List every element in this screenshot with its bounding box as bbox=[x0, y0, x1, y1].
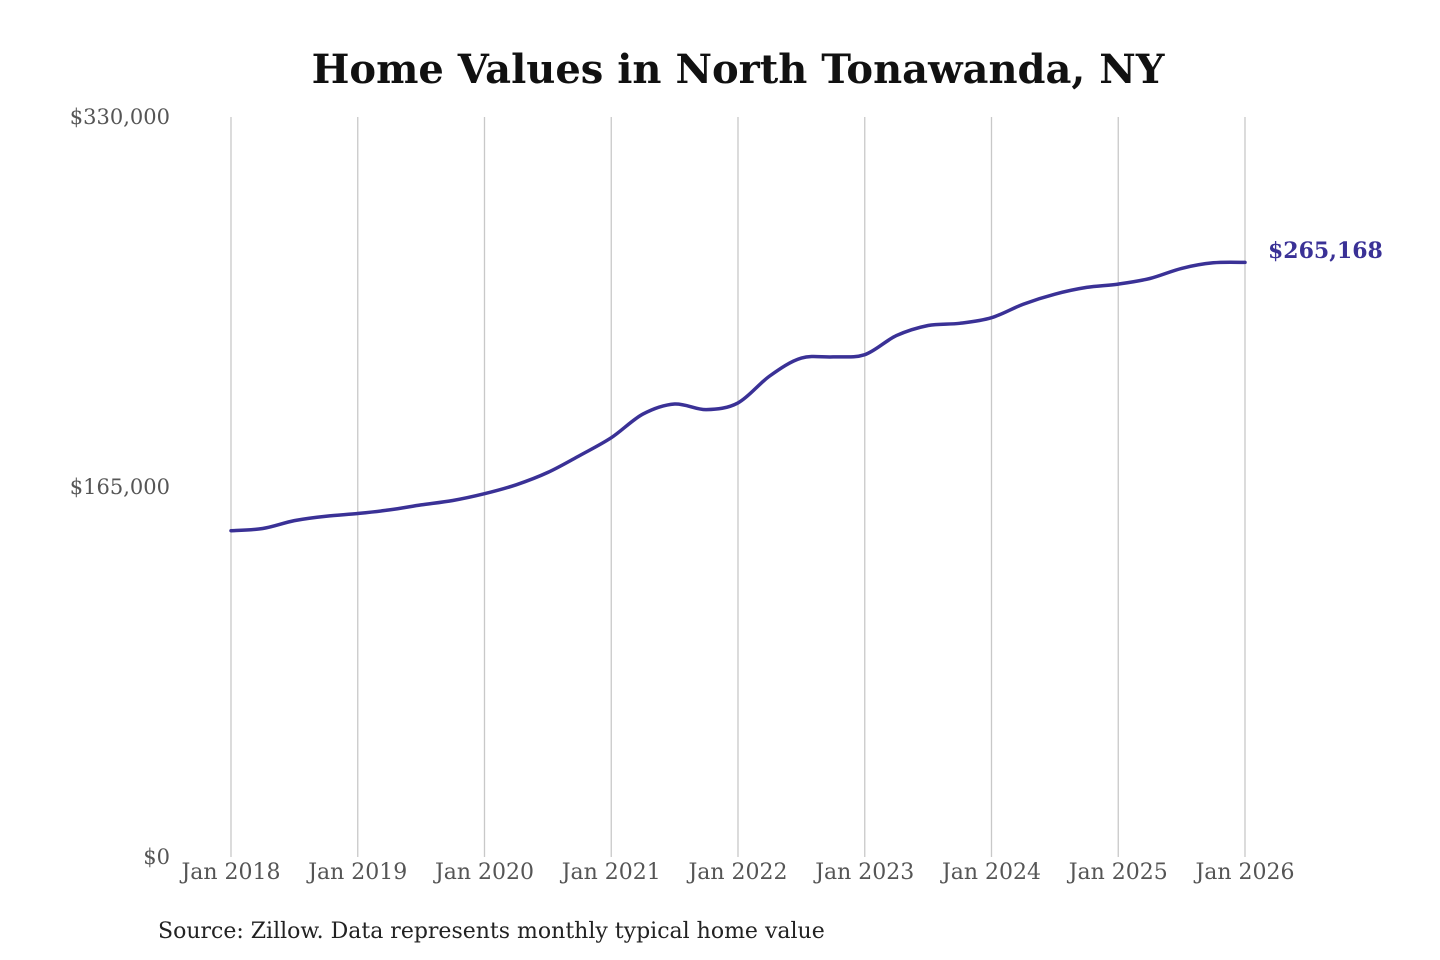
x-axis-ticks: Jan 2018 Jan 2019 Jan 2020 Jan 2021 Jan 2022… bbox=[179, 860, 1294, 885]
home-value-line bbox=[229, 260, 1247, 533]
x-tick-label: Jan 2018 bbox=[179, 860, 280, 885]
x-tick-label: Jan 2026 bbox=[1193, 860, 1294, 885]
x-tick-label: Jan 2019 bbox=[306, 860, 407, 885]
x-tick-label: Jan 2025 bbox=[1067, 860, 1168, 885]
y-tick-label: $330,000 bbox=[70, 105, 170, 129]
chart-title: Home Values in North Tonawanda, NY bbox=[312, 46, 1165, 93]
source-note: Source: Zillow. Data represents monthly … bbox=[158, 919, 825, 944]
x-tick-label: Jan 2022 bbox=[686, 860, 787, 885]
y-tick-label: $165,000 bbox=[70, 475, 170, 499]
end-value-label: $265,168 bbox=[1268, 238, 1383, 264]
x-tick-label: Jan 2021 bbox=[560, 860, 661, 885]
x-tick-label: Jan 2024 bbox=[940, 860, 1041, 885]
y-tick-label: $0 bbox=[143, 845, 170, 869]
x-tick-label: Jan 2023 bbox=[813, 860, 914, 885]
x-tick-label: Jan 2020 bbox=[433, 860, 534, 885]
gridlines bbox=[230, 117, 1246, 857]
y-axis-ticks: $0 $165,000 $330,000 bbox=[70, 105, 170, 869]
